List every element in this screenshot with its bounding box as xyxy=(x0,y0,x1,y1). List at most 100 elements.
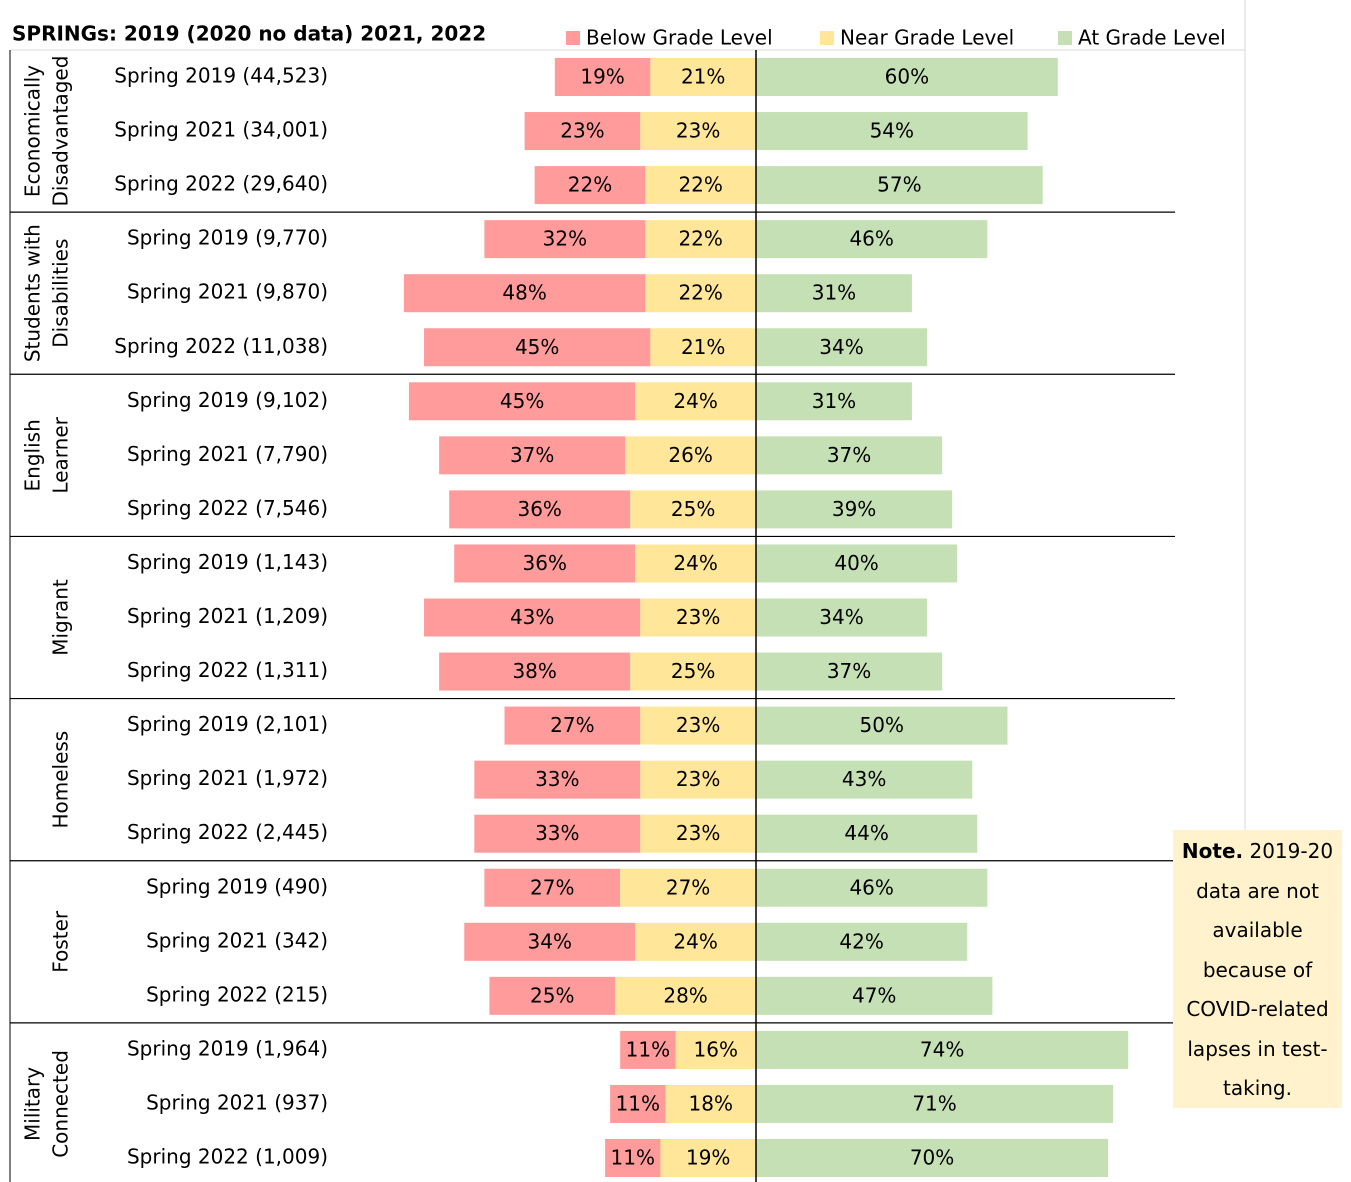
row-label: Spring 2019 (1,143) xyxy=(127,550,328,574)
row-label: Spring 2021 (34,001) xyxy=(114,118,328,142)
bar xyxy=(454,544,636,583)
value-label: 60% xyxy=(885,65,929,89)
bar xyxy=(756,112,1028,151)
bar xyxy=(474,760,641,799)
value-label: 46% xyxy=(849,875,893,899)
bar xyxy=(756,1030,1129,1069)
group-label: Foster xyxy=(49,910,73,973)
bar xyxy=(615,976,756,1015)
group-label: Migrant xyxy=(49,579,73,656)
bar xyxy=(635,544,756,583)
legend-label: Near Grade Level xyxy=(840,26,1014,50)
value-label: 27% xyxy=(530,875,574,899)
bar xyxy=(756,274,912,313)
value-label: 11% xyxy=(611,1146,655,1170)
bar xyxy=(439,652,631,691)
group-label: Connected xyxy=(49,1050,73,1158)
value-label: 24% xyxy=(673,389,717,413)
note-text: 2019-20 data are not available because o… xyxy=(1186,839,1334,1100)
bar xyxy=(554,58,651,96)
row-label: Spring 2021 (1,972) xyxy=(127,766,328,790)
row-label: Spring 2022 (7,546) xyxy=(127,496,328,520)
bar xyxy=(640,760,756,799)
bar xyxy=(756,868,988,907)
value-label: 19% xyxy=(580,65,624,89)
value-label: 28% xyxy=(663,983,707,1007)
bar xyxy=(650,328,756,367)
row-label: Spring 2022 (29,640) xyxy=(114,172,328,196)
bar xyxy=(449,490,631,529)
bar xyxy=(630,652,756,691)
value-label: 34% xyxy=(528,929,572,953)
value-label: 43% xyxy=(842,767,886,791)
value-label: 21% xyxy=(681,65,725,89)
legend-swatch xyxy=(566,31,580,45)
bar xyxy=(756,706,1008,745)
row-label: Spring 2022 (1,311) xyxy=(127,658,328,682)
bar xyxy=(484,220,646,259)
row-label: Spring 2021 (1,209) xyxy=(127,604,328,628)
value-label: 24% xyxy=(673,551,717,575)
value-label: 11% xyxy=(626,1037,670,1061)
bar xyxy=(635,382,756,421)
row-label: Spring 2019 (1,964) xyxy=(127,1036,328,1060)
value-label: 33% xyxy=(535,767,579,791)
note-label: Note. xyxy=(1181,839,1244,863)
value-label: 74% xyxy=(920,1037,964,1061)
bar xyxy=(640,814,756,853)
value-label: 22% xyxy=(568,173,612,197)
row-label: Spring 2019 (9,102) xyxy=(127,388,328,412)
value-label: 23% xyxy=(676,767,720,791)
value-label: 26% xyxy=(668,443,712,467)
value-label: 23% xyxy=(676,119,720,143)
value-label: 23% xyxy=(560,119,604,143)
value-label: 25% xyxy=(530,983,574,1007)
bar xyxy=(504,706,641,745)
value-label: 57% xyxy=(877,173,921,197)
value-label: 45% xyxy=(500,389,544,413)
row-label: Spring 2019 (9,770) xyxy=(127,226,328,250)
value-label: 38% xyxy=(512,659,556,683)
bar xyxy=(665,1084,756,1123)
value-label: 25% xyxy=(671,659,715,683)
group-label: Economically xyxy=(21,65,45,197)
group-label: Disadvantaged xyxy=(49,56,73,207)
bar xyxy=(756,490,953,529)
value-label: 23% xyxy=(676,821,720,845)
group-label: English xyxy=(21,419,45,491)
bar xyxy=(756,1139,1109,1177)
row-label: Spring 2019 (490) xyxy=(146,874,328,898)
legend-swatch xyxy=(820,31,834,45)
chart-title: SPRINGs: 2019 (2020 no data) 2021, 2022 xyxy=(12,22,486,46)
value-label: 44% xyxy=(844,821,888,845)
bar xyxy=(620,868,756,907)
row-label: Spring 2021 (342) xyxy=(146,928,328,952)
bar xyxy=(605,1139,661,1177)
legend-swatch xyxy=(1058,31,1072,45)
value-label: 39% xyxy=(832,497,876,521)
value-label: 25% xyxy=(671,497,715,521)
value-label: 37% xyxy=(827,659,871,683)
bar xyxy=(403,274,646,313)
value-label: 37% xyxy=(827,443,871,467)
bar xyxy=(756,760,973,799)
bar xyxy=(645,220,756,259)
bar xyxy=(408,382,636,421)
bar xyxy=(484,868,621,907)
value-label: 23% xyxy=(676,605,720,629)
row-label: Spring 2021 (937) xyxy=(146,1090,328,1114)
value-label: 34% xyxy=(819,335,863,359)
bar xyxy=(439,436,626,475)
row-label: Spring 2021 (7,790) xyxy=(127,442,328,466)
bar xyxy=(756,328,928,367)
legend-label: At Grade Level xyxy=(1078,26,1226,50)
bar xyxy=(635,922,756,961)
value-label: 24% xyxy=(673,929,717,953)
bar xyxy=(756,544,958,583)
bar xyxy=(660,1139,756,1177)
bar xyxy=(424,328,651,367)
value-label: 37% xyxy=(510,443,554,467)
value-label: 34% xyxy=(819,605,863,629)
group-label: Military xyxy=(21,1067,45,1141)
bar xyxy=(756,652,943,691)
